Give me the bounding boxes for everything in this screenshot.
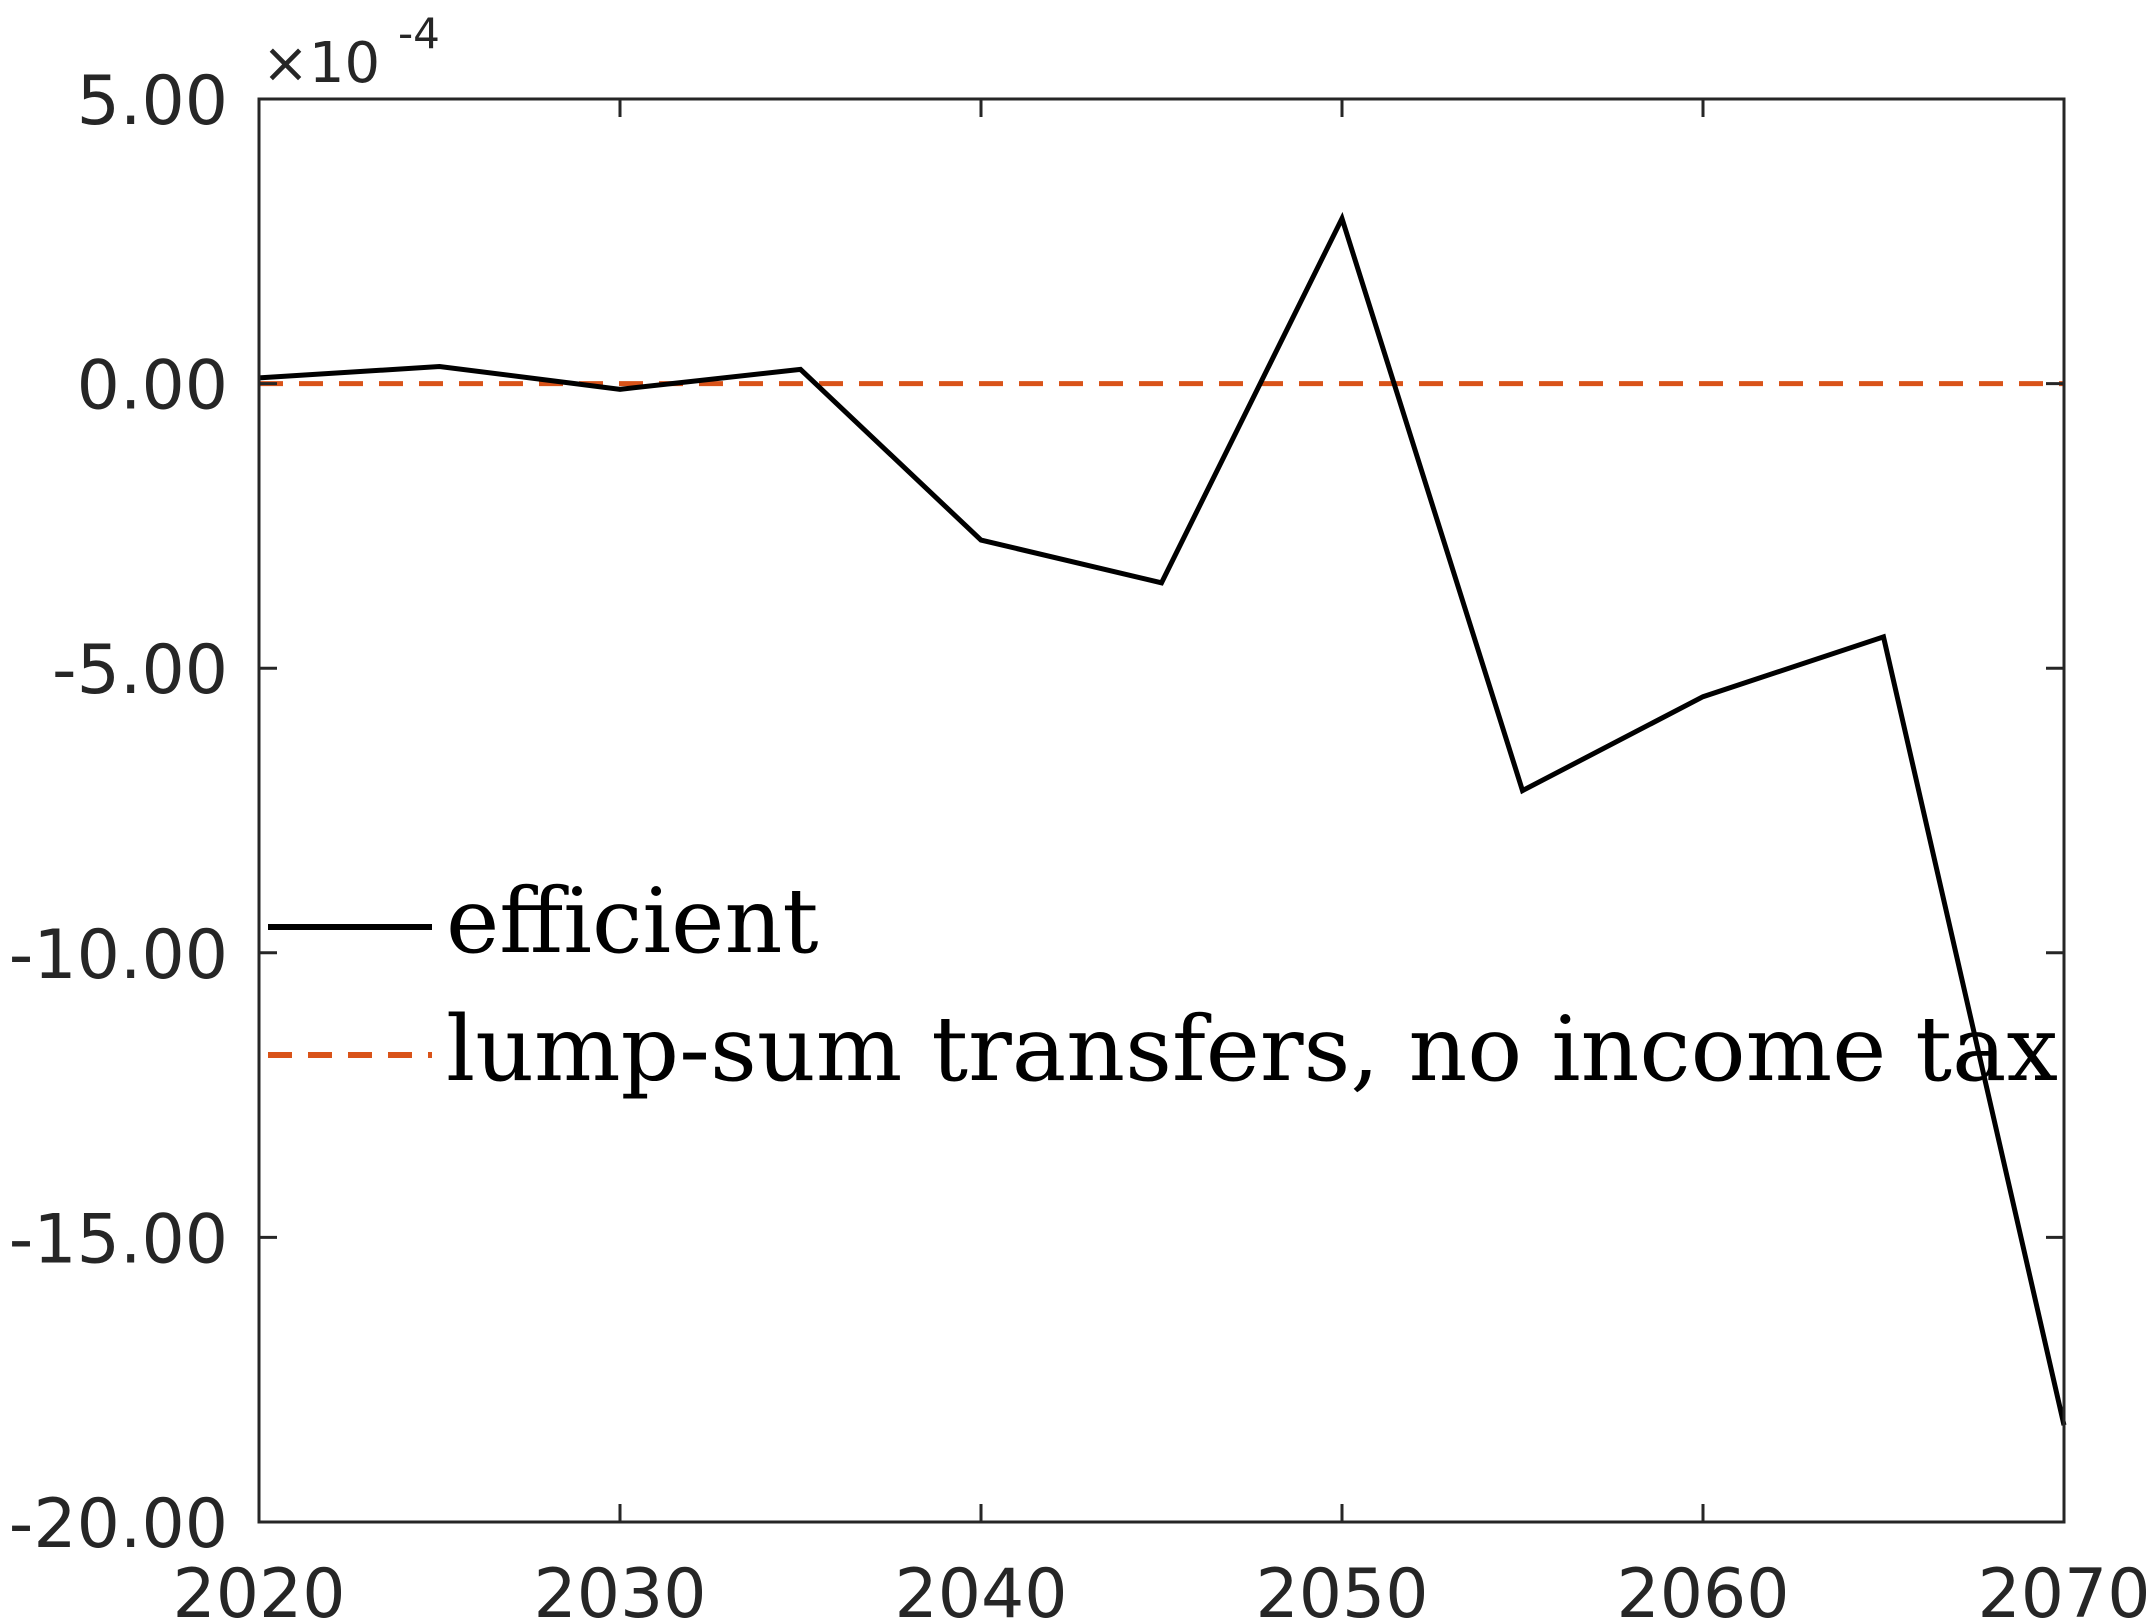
plot-area [259, 99, 2064, 1522]
y-tick-label: -5.00 [52, 631, 228, 710]
y-tick-label: 5.00 [77, 62, 228, 141]
x-tick-label: 2040 [894, 1555, 1067, 1622]
series-layer [258, 211, 2067, 1426]
legend: efficient lump-sum transfers, no income … [268, 869, 2058, 1102]
y-tick-label: -20.00 [9, 1485, 228, 1564]
axes-box [257, 97, 2066, 1524]
x-tick-label: 2020 [172, 1555, 345, 1622]
x-tick-label: 2030 [533, 1555, 706, 1622]
ticks-layer [257, 97, 2066, 1524]
labels-layer: 2020 2030 2040 2050 2060 2070 5.00 0.00 -5.00 -10… [9, 62, 2151, 1622]
legend-label-lump-sum: lump-sum transfers, no income tax [446, 997, 2058, 1102]
x-tick-label: 2050 [1255, 1555, 1428, 1622]
series-line-efficient [258, 211, 2067, 1426]
y-tick-label: -10.00 [9, 916, 228, 995]
y-exponent-base: ×10 [262, 31, 380, 96]
y-tick-label: 0.00 [77, 347, 228, 426]
x-tick-label: 2060 [1616, 1555, 1789, 1622]
x-tick-label: 2070 [1977, 1555, 2150, 1622]
legend-label-efficient: efficient [446, 869, 819, 974]
y-exponent-power: -4 [398, 9, 440, 58]
y-tick-label: -15.00 [9, 1200, 228, 1279]
y-exponent-label: ×10 -4 [262, 9, 440, 96]
